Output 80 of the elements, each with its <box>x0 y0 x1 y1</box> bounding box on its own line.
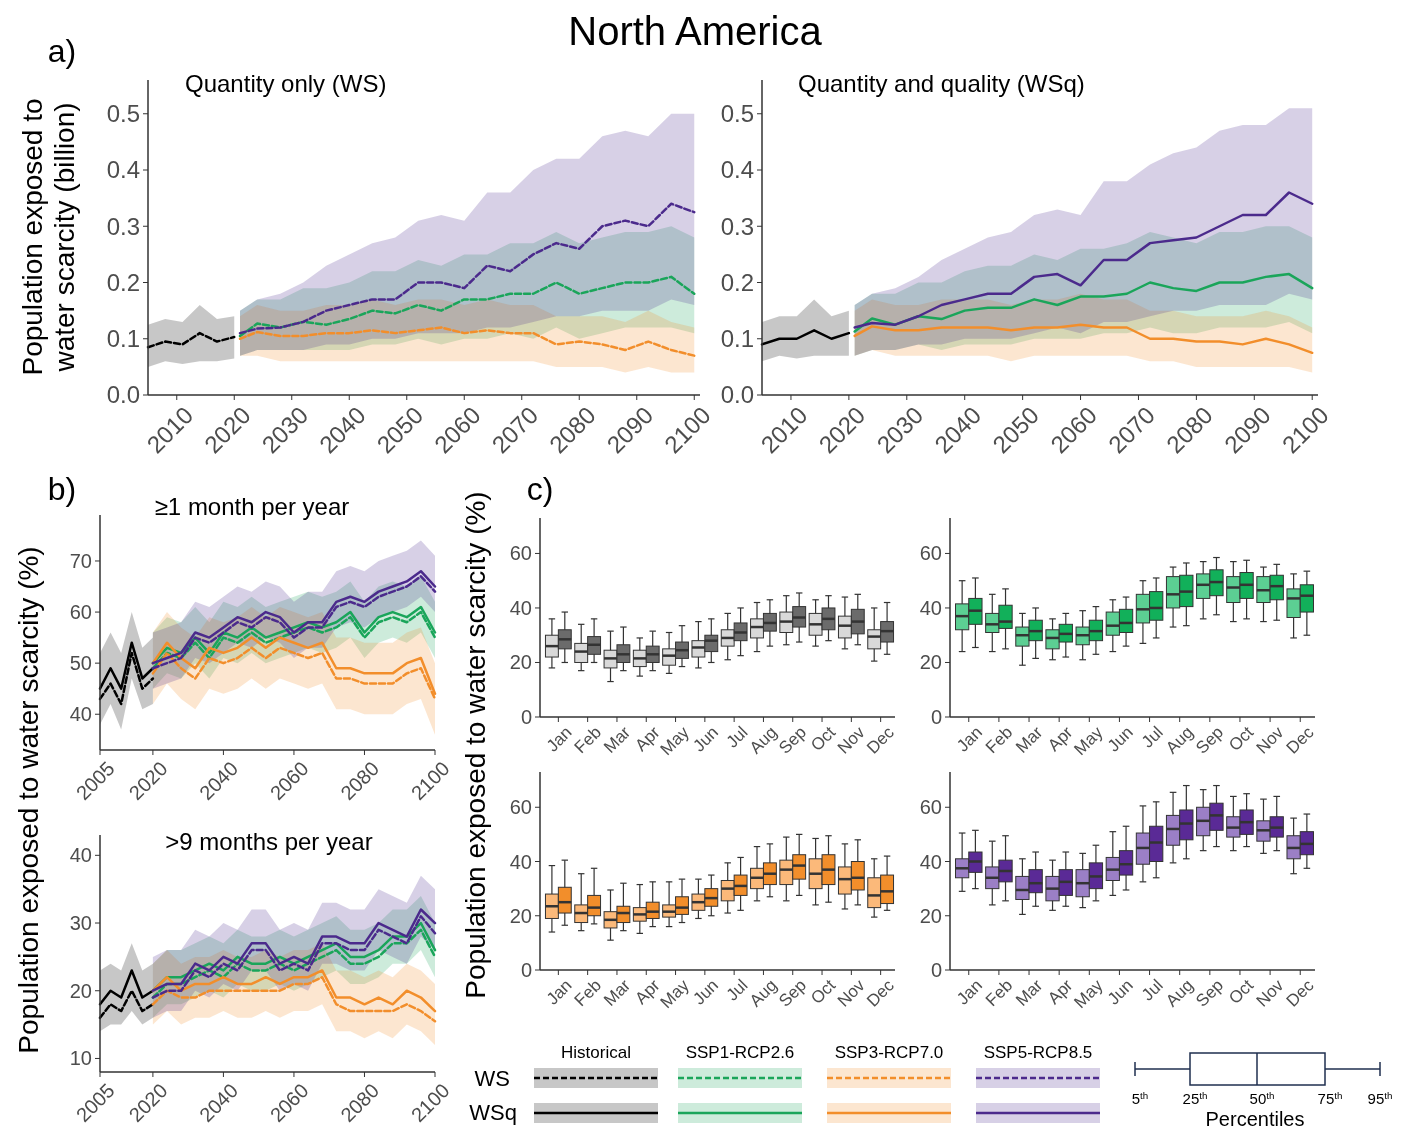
line-series <box>238 326 696 357</box>
line-series <box>853 191 1314 329</box>
text: 75$^{th}$ <box>1317 1089 1343 1107</box>
x-tick-label: Dec <box>863 975 899 1011</box>
y-tick-label: 60 <box>509 542 532 565</box>
y-tick-label: 0.5 <box>106 100 140 128</box>
y-tick-label: 0.5 <box>720 100 754 128</box>
text: SSP1-RCP2.6 <box>685 1043 795 1062</box>
line-series <box>853 323 1314 355</box>
y-tick-label: 0.2 <box>720 268 754 296</box>
y-tick-label: 20 <box>509 651 532 674</box>
y-tick-label: 40 <box>69 844 92 867</box>
y-tick-label: 40 <box>509 596 532 619</box>
text: Percentiles <box>1205 1108 1305 1130</box>
y-tick-label: 0 <box>520 959 532 981</box>
chart-title: >9 months per year <box>165 828 373 855</box>
y-tick-label: 0.1 <box>106 325 140 353</box>
y-axis-title: Population exposed to water scarcity (billion) <box>17 98 80 376</box>
y-tick-label: 0.0 <box>720 381 754 409</box>
line-series <box>853 272 1314 333</box>
text: 50$^{th}$ <box>1249 1089 1275 1107</box>
x-tick-label: Dec <box>863 722 899 758</box>
text: SSP3-RCP7.0 <box>834 1043 944 1062</box>
y-tick-label: 0.4 <box>106 156 140 184</box>
text: b) <box>47 471 77 507</box>
chart-title: Quantity only (WS) <box>185 70 387 97</box>
y-tick-label: 0.0 <box>106 381 140 409</box>
line-series <box>98 989 155 1020</box>
chart-title: Quantity and quality (WSq) <box>798 70 1085 97</box>
y-tick-label: 20 <box>69 979 92 1002</box>
text: Historical <box>561 1043 631 1062</box>
y-tick-label: 30 <box>69 912 92 935</box>
text: WSq <box>469 1100 517 1125</box>
y-tick-label: 0 <box>520 706 532 728</box>
y-tick-label: 40 <box>69 703 92 726</box>
x-tick-label: Jul <box>722 975 752 1005</box>
y-tick-label: 0.4 <box>720 156 754 184</box>
y-tick-label: 10 <box>69 1047 92 1070</box>
line-series <box>238 202 696 335</box>
y-tick-label: 0.2 <box>106 268 140 296</box>
text: 95$^{th}$ <box>1367 1089 1393 1107</box>
y-tick-label: 0.3 <box>720 212 754 240</box>
line-series <box>98 969 155 1006</box>
text: North America <box>568 9 823 53</box>
x-tick-label: Jul <box>722 722 752 752</box>
y-axis-title: Population exposed to water scarcity (%) <box>13 546 44 1054</box>
y-tick-label: 60 <box>69 601 92 624</box>
y-tick-label: 20 <box>919 651 942 674</box>
x-tick-label: Jun <box>689 722 723 756</box>
line-series <box>146 331 236 349</box>
text: SSP5-RCP8.5 <box>983 1043 1093 1062</box>
text: c) <box>526 471 554 507</box>
x-tick-label: Mar <box>600 975 635 1010</box>
text: WS <box>474 1066 510 1091</box>
y-tick-label: 0.3 <box>106 212 140 240</box>
text: 5$^{th}$ <box>1131 1089 1149 1107</box>
y-tick-label: 70 <box>69 549 92 572</box>
x-tick-label: Dec <box>1282 722 1318 758</box>
x-tick-label: Mar <box>600 722 635 757</box>
y-tick-label: 40 <box>509 850 532 873</box>
text: a) <box>47 33 77 69</box>
y-tick-label: 20 <box>919 904 942 927</box>
y-axis-title: Population exposed to water scarcity (%) <box>460 491 491 999</box>
line-series <box>151 636 437 696</box>
y-tick-label: 60 <box>509 796 532 819</box>
y-tick-label: 40 <box>919 850 942 873</box>
line-series <box>238 275 696 338</box>
y-tick-label: 0 <box>930 959 942 981</box>
line-series <box>760 329 851 346</box>
y-tick-label: 0.1 <box>720 325 754 353</box>
y-tick-label: 40 <box>919 596 942 619</box>
y-tick-label: 20 <box>509 904 532 927</box>
x-tick-label: Dec <box>1282 975 1318 1011</box>
y-tick-label: 60 <box>919 796 942 819</box>
x-tick-label: Jun <box>689 975 723 1009</box>
chart-title: ≥1 month per year <box>154 493 350 520</box>
y-tick-label: 60 <box>919 542 942 565</box>
y-tick-label: 50 <box>69 652 92 675</box>
text: 25$^{th}$ <box>1182 1089 1208 1107</box>
y-tick-label: 0 <box>930 706 942 728</box>
